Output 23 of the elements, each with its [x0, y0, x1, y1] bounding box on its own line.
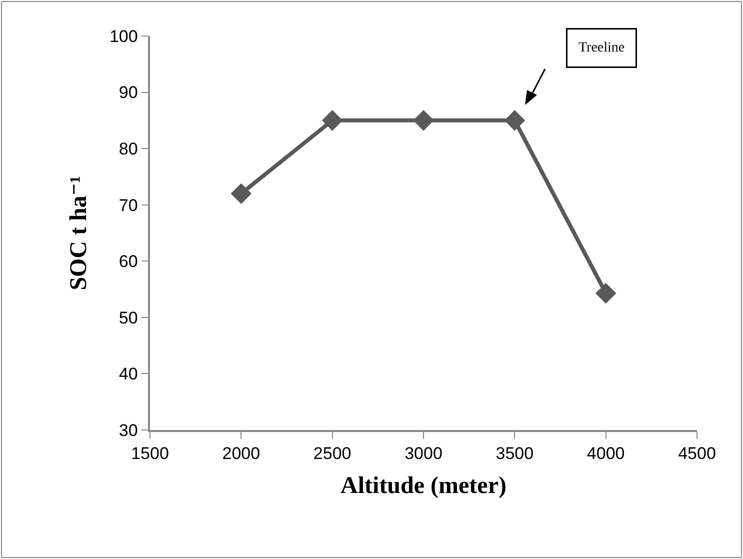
- x-tick-label: 1500: [131, 444, 169, 464]
- y-tick-label: 70: [118, 196, 138, 215]
- y-tick-label: 80: [118, 140, 138, 159]
- x-tick-label: 3500: [496, 444, 534, 464]
- point: [230, 183, 252, 204]
- point: [322, 110, 343, 131]
- x-tick-label: 4500: [678, 444, 716, 464]
- y-tick-label: 40: [118, 364, 138, 384]
- point: [504, 110, 526, 131]
- point: [413, 110, 434, 131]
- y-tick-label: 90: [118, 83, 138, 102]
- y-axis-title: SOC t ha⁻¹: [66, 176, 92, 290]
- y-tick-label: 30: [118, 420, 138, 440]
- annotation: Treeline: [578, 40, 625, 56]
- y-tick-label: 100: [109, 26, 138, 46]
- x-tick-label: 2000: [222, 444, 260, 464]
- x-tick-label: 4000: [586, 444, 625, 464]
- y-tick-label: 50: [118, 308, 138, 328]
- y-tick-label: 60: [118, 252, 138, 272]
- x-tick-label: 3000: [404, 444, 442, 464]
- point: [595, 282, 616, 304]
- x-tick-label: 2500: [313, 444, 352, 464]
- x-axis-title: Altitude (meter): [340, 472, 506, 499]
